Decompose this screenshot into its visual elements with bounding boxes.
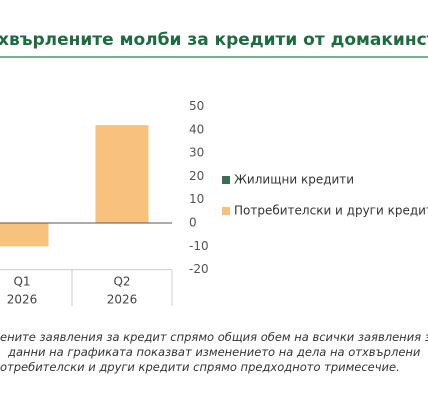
y-tick-label: 50 (189, 99, 204, 113)
legend-label: Потребителски и други кредити (234, 204, 428, 218)
legend-swatch (222, 207, 230, 215)
legend-label: Жилищни кредити (234, 173, 354, 187)
x-tick-label: 2026 (107, 293, 138, 307)
footnote: ените заявления за кредит спрямо общия о… (0, 330, 428, 375)
x-tick-label: Q2 (113, 275, 130, 289)
y-tick-label: -20 (189, 262, 209, 276)
footnote-line: ените заявления за кредит спрямо общия о… (0, 330, 428, 344)
footnote-line: отребителски и други кредити спрямо пред… (0, 360, 400, 374)
chart-title: хвърлените молби за кредити от домакинст… (0, 30, 428, 50)
y-tick-label: -10 (189, 239, 209, 253)
chart: хвърлените молби за кредити от домакинст… (0, 30, 428, 307)
y-tick-label: 10 (189, 192, 204, 206)
bar (95, 125, 149, 223)
y-tick-label: 40 (189, 122, 204, 136)
y-tick-label: 30 (189, 146, 204, 160)
bar (0, 223, 49, 247)
y-tick-label: 0 (189, 216, 197, 230)
footnote-line: данни на графиката показват изменението … (8, 345, 421, 359)
y-tick-label: 20 (189, 169, 204, 183)
x-tick-label: Q1 (13, 275, 30, 289)
legend-swatch (222, 176, 230, 184)
x-tick-label: 2026 (7, 293, 38, 307)
